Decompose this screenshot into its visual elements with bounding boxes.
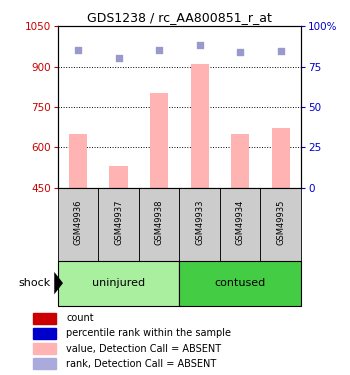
Bar	[179, 188, 220, 261]
Text: contused: contused	[215, 278, 266, 288]
Bar	[33, 313, 56, 324]
Bar	[272, 128, 290, 188]
Point	[116, 56, 121, 62]
Bar	[58, 188, 98, 261]
Bar	[33, 328, 56, 339]
Point	[237, 49, 243, 55]
Bar	[139, 188, 179, 261]
Bar	[220, 188, 260, 261]
Bar	[231, 134, 249, 188]
Text: percentile rank within the sample: percentile rank within the sample	[66, 328, 231, 338]
Bar	[33, 358, 56, 369]
Point	[75, 47, 81, 53]
Text: value, Detection Call = ABSENT: value, Detection Call = ABSENT	[66, 344, 222, 354]
Text: GSM49935: GSM49935	[276, 200, 285, 245]
Text: uninjured: uninjured	[92, 278, 145, 288]
Text: GSM49936: GSM49936	[74, 200, 83, 245]
Text: GSM49937: GSM49937	[114, 200, 123, 245]
Bar	[33, 343, 56, 354]
Bar	[190, 64, 209, 188]
Bar	[98, 188, 139, 261]
Text: count: count	[66, 313, 94, 323]
Text: GSM49934: GSM49934	[236, 200, 245, 245]
Text: rank, Detection Call = ABSENT: rank, Detection Call = ABSENT	[66, 359, 217, 369]
Point	[278, 48, 284, 54]
Text: shock: shock	[19, 278, 51, 288]
Bar	[58, 261, 179, 306]
Text: GSM49938: GSM49938	[155, 200, 163, 245]
Bar	[179, 261, 301, 306]
Bar	[110, 166, 128, 188]
Bar	[150, 93, 168, 188]
Bar	[260, 188, 301, 261]
Bar	[69, 134, 87, 188]
Title: GDS1238 / rc_AA800851_r_at: GDS1238 / rc_AA800851_r_at	[87, 11, 272, 24]
Text: GSM49933: GSM49933	[195, 200, 204, 245]
Point	[156, 47, 162, 53]
Point	[197, 42, 202, 48]
